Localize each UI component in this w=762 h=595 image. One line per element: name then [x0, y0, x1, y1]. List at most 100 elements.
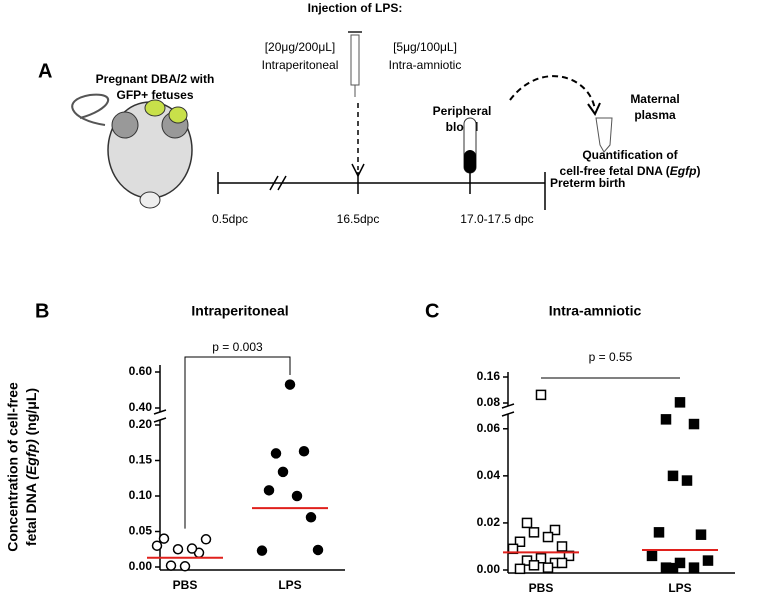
y-tick-label: 0.20 — [129, 417, 153, 431]
mouse-label: GFP+ fetuses — [116, 88, 193, 102]
point — [151, 540, 163, 551]
point — [528, 527, 540, 538]
point — [688, 562, 700, 573]
y-tick-label: 0.15 — [129, 453, 153, 467]
point — [312, 544, 324, 556]
arrow — [509, 75, 596, 111]
panel-label: B — [35, 300, 49, 322]
blood-label: Peripheral — [433, 104, 492, 118]
y-tick-label: 0.16 — [477, 369, 501, 383]
route: Intra-amniotic — [389, 58, 462, 72]
plasma-label: Maternal — [630, 92, 679, 106]
point — [542, 531, 554, 543]
point — [284, 379, 296, 390]
panel-label: C — [425, 300, 439, 322]
point — [660, 414, 672, 425]
chart-title: Intraperitoneal — [191, 303, 288, 319]
point — [263, 485, 275, 496]
point — [702, 555, 714, 566]
x-tick-label: LPS — [668, 581, 691, 595]
point — [556, 541, 568, 552]
point — [305, 512, 317, 523]
dose: [5μg/100μL] — [393, 40, 457, 54]
point — [556, 557, 568, 569]
annotation: p = 0.003 — [212, 340, 263, 354]
point — [172, 544, 184, 555]
timeline-label: 16.5dpc — [337, 212, 380, 226]
plasma-label: plasma — [634, 108, 676, 122]
point — [291, 490, 303, 502]
fetus — [168, 106, 188, 124]
y-tick-label: 0.60 — [129, 364, 153, 378]
timeline-end: Preterm birth — [550, 176, 625, 190]
x-tick-label: PBS — [173, 578, 198, 592]
point — [653, 527, 665, 538]
timeline-break — [269, 175, 287, 191]
point — [158, 533, 170, 544]
x-tick-label: PBS — [529, 581, 554, 595]
point — [270, 448, 282, 459]
point — [681, 475, 693, 486]
point — [514, 536, 526, 548]
y-tick-label: 0.08 — [477, 395, 501, 409]
mouse-ear — [111, 111, 139, 139]
y-tick-label: 0.00 — [129, 559, 153, 573]
tail — [71, 93, 110, 126]
y-axis-label-part: fetal DNA — [23, 480, 39, 546]
timeline-label: 0.5dpc — [212, 212, 248, 226]
point — [646, 550, 658, 562]
panel-label: A — [38, 60, 52, 82]
point — [688, 418, 700, 430]
dose: [20μg/200μL] — [265, 40, 336, 54]
annotation: p = 0.55 — [589, 350, 633, 364]
y-tick-label: 0.00 — [477, 562, 501, 576]
point — [200, 534, 212, 545]
y-axis-label: Concentration of cell-free — [5, 382, 21, 552]
point — [667, 470, 679, 482]
point — [277, 466, 289, 478]
route: Intraperitoneal — [262, 58, 339, 72]
y-tick-label: 0.05 — [129, 524, 153, 538]
quant-label: cell-free fetal DNA (Egfp) — [560, 164, 701, 178]
point — [674, 397, 686, 408]
point — [521, 517, 533, 529]
point — [298, 446, 310, 457]
mouse-nose — [139, 191, 161, 209]
point — [256, 545, 268, 556]
blood — [464, 150, 476, 173]
quant-label: Quantification of — [582, 148, 678, 162]
chart-title: Intra-amniotic — [549, 303, 642, 319]
y-tick-label: 0.10 — [129, 488, 153, 502]
microtube — [595, 117, 613, 153]
bracket — [184, 356, 291, 529]
point — [514, 563, 526, 575]
timeline-label: 17.0-17.5 dpc — [460, 212, 533, 226]
y-axis-label-part: (Egfp) — [23, 439, 39, 480]
point — [542, 562, 554, 573]
point — [667, 562, 679, 574]
y-axis-label: fetal DNA (Egfp) (ng/μL) — [23, 388, 39, 546]
point — [179, 561, 191, 572]
syringe — [350, 34, 360, 86]
y-tick-label: 0.40 — [129, 400, 153, 414]
axis-break — [153, 409, 167, 423]
point — [535, 552, 547, 564]
point — [695, 529, 707, 540]
y-axis-label-part: (ng/μL) — [23, 388, 39, 439]
y-tick-label: 0.04 — [477, 468, 501, 482]
point — [535, 389, 547, 401]
point — [549, 524, 561, 536]
mouse-label: Pregnant DBA/2 with — [96, 72, 215, 86]
arrow-head — [587, 102, 601, 117]
chart: C Intra-amniotic 0.00 0.02 0.04 0.06 0.08 0.16 P… — [425, 300, 735, 595]
y-tick-label: 0.02 — [477, 515, 501, 529]
axis-break — [501, 403, 515, 417]
point — [186, 543, 198, 554]
fetus — [144, 99, 166, 117]
x-tick-label: LPS — [278, 578, 301, 592]
panel-a: A Injection of LPS: [20μg/200μL] Intrape… — [38, 1, 700, 226]
point — [528, 560, 540, 571]
chart: B Intraperitoneal 0.00 0.05 0.10 0.15 0.20 0.40… — [5, 300, 345, 592]
point — [165, 560, 177, 571]
